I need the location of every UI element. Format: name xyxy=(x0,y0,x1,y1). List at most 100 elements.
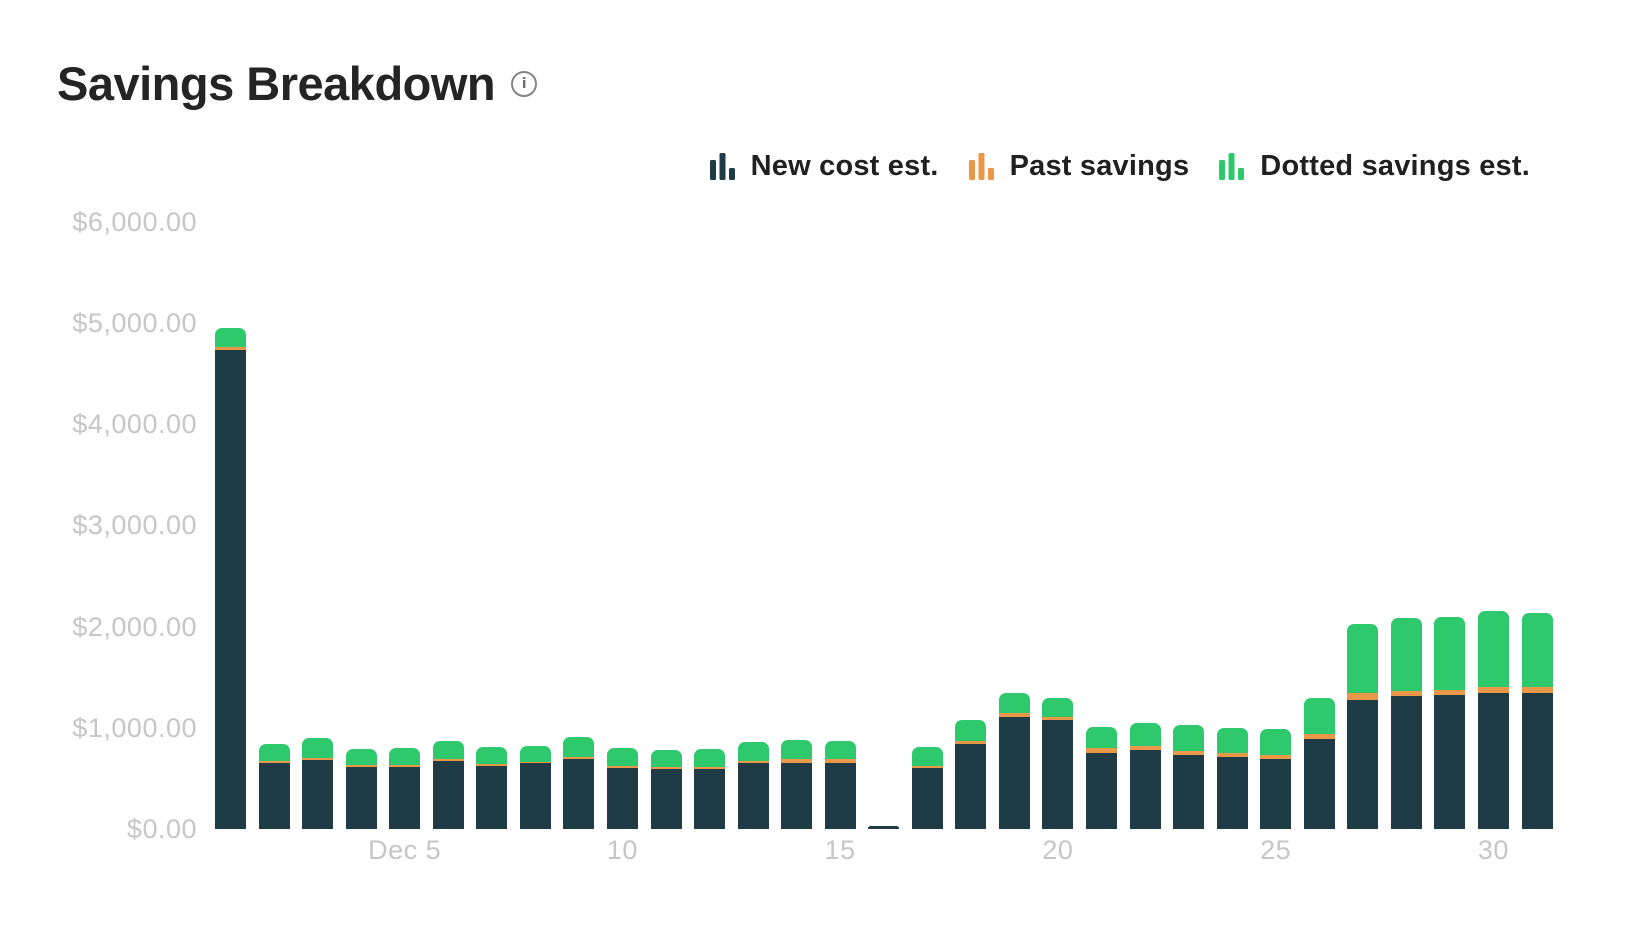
segment-new-cost-est xyxy=(1390,695,1422,829)
segment-dotted-savings-est xyxy=(911,747,943,766)
segment-dotted-savings-est xyxy=(476,747,508,765)
y-axis-label: $1,000.00 xyxy=(72,712,197,743)
segment-dotted-savings-est xyxy=(694,749,726,767)
mini-bar-chart-icon xyxy=(968,153,994,180)
segment-dotted-savings-est xyxy=(519,746,551,762)
bar-dec-15[interactable] xyxy=(824,740,856,829)
bar-dec-22[interactable] xyxy=(1129,723,1161,829)
bar-dec-25[interactable] xyxy=(1260,728,1292,829)
bar-dec-27[interactable] xyxy=(1347,624,1379,829)
segment-dotted-savings-est xyxy=(650,750,682,767)
segment-new-cost-est xyxy=(606,768,638,829)
chart-header: Savings Breakdown i xyxy=(57,54,538,114)
segment-dotted-savings-est xyxy=(215,328,246,348)
segment-dotted-savings-est xyxy=(1390,618,1422,691)
bar-dec-7[interactable] xyxy=(476,747,508,829)
info-icon[interactable]: i xyxy=(511,71,538,97)
chart-legend: New cost est. Past savings Dotted saving… xyxy=(709,150,1530,183)
bar-dec-20[interactable] xyxy=(1042,697,1074,829)
bar-dec-23[interactable] xyxy=(1173,724,1205,829)
segment-new-cost-est xyxy=(1521,692,1553,829)
segment-new-cost-est xyxy=(1129,750,1161,829)
segment-dotted-savings-est xyxy=(1303,697,1335,735)
bar-dec-6[interactable] xyxy=(432,740,464,829)
segment-past-savings xyxy=(1434,689,1466,695)
segment-past-savings xyxy=(1173,751,1205,756)
segment-past-savings xyxy=(432,759,464,762)
legend-label: New cost est. xyxy=(750,150,939,182)
legend-item-new-cost-est[interactable]: New cost est. xyxy=(709,150,939,183)
segment-past-savings xyxy=(998,713,1030,718)
segment-past-savings xyxy=(302,758,334,761)
segment-new-cost-est xyxy=(1260,759,1292,829)
legend-item-past-savings[interactable]: Past savings xyxy=(968,150,1190,183)
segment-dotted-savings-est xyxy=(737,742,769,761)
segment-past-savings xyxy=(955,741,987,744)
bar-dec-8[interactable] xyxy=(519,746,551,829)
segment-new-cost-est xyxy=(563,759,595,829)
segment-new-cost-est xyxy=(824,763,856,829)
segment-new-cost-est xyxy=(694,768,726,829)
bar-dec-11[interactable] xyxy=(650,750,682,829)
bar-dec-13[interactable] xyxy=(737,742,769,829)
bar-dec-26[interactable] xyxy=(1303,697,1335,829)
segment-dotted-savings-est xyxy=(1347,624,1379,694)
segment-past-savings xyxy=(606,766,638,769)
x-axis-label: 20 xyxy=(1042,835,1074,865)
bar-dec-3[interactable] xyxy=(302,737,334,829)
segment-new-cost-est xyxy=(1216,757,1248,829)
segment-new-cost-est xyxy=(345,767,377,829)
bar-dec-29[interactable] xyxy=(1434,617,1466,829)
bar-dec-9[interactable] xyxy=(563,736,595,829)
bar-dec-2[interactable] xyxy=(258,744,290,829)
legend-label: Dotted savings est. xyxy=(1260,150,1530,182)
x-axis-label: 15 xyxy=(824,835,856,865)
segment-past-savings xyxy=(650,766,682,769)
segment-past-savings xyxy=(1303,734,1335,739)
segment-past-savings xyxy=(389,764,421,767)
bar-dec-31[interactable] xyxy=(1521,612,1553,829)
segment-dotted-savings-est xyxy=(302,737,334,759)
segment-past-savings xyxy=(258,761,290,764)
segment-new-cost-est xyxy=(868,825,900,829)
legend-label: Past savings xyxy=(1009,150,1190,182)
segment-new-cost-est xyxy=(389,766,421,829)
bar-dec-17[interactable] xyxy=(911,747,943,829)
legend-item-dotted-savings-est[interactable]: Dotted savings est. xyxy=(1219,150,1530,183)
segment-dotted-savings-est xyxy=(1434,617,1466,690)
segment-dotted-savings-est xyxy=(998,692,1030,714)
bar-dec-18[interactable] xyxy=(955,719,987,829)
bar-dec-30[interactable] xyxy=(1477,610,1509,829)
segment-past-savings xyxy=(215,347,246,351)
segment-past-savings xyxy=(1216,752,1248,758)
segment-past-savings xyxy=(1260,754,1292,760)
bar-dec-10[interactable] xyxy=(606,748,638,829)
segment-new-cost-est xyxy=(1477,692,1509,829)
bar-dec-16[interactable] xyxy=(868,825,900,829)
bar-dec-1[interactable] xyxy=(215,328,246,829)
segment-new-cost-est xyxy=(1303,738,1335,829)
segment-dotted-savings-est xyxy=(563,736,595,758)
segment-dotted-savings-est xyxy=(606,748,638,767)
segment-new-cost-est xyxy=(1434,694,1466,829)
segment-new-cost-est xyxy=(781,763,813,829)
segment-past-savings xyxy=(1347,693,1379,700)
bar-dec-4[interactable] xyxy=(345,749,377,829)
segment-past-savings xyxy=(694,766,726,769)
segment-new-cost-est xyxy=(215,350,246,829)
bar-dec-14[interactable] xyxy=(781,739,813,829)
bar-dec-24[interactable] xyxy=(1216,727,1248,829)
y-axis-label: $2,000.00 xyxy=(72,611,197,642)
bar-dec-21[interactable] xyxy=(1086,726,1117,829)
bar-dec-19[interactable] xyxy=(998,692,1030,829)
bar-dec-5[interactable] xyxy=(389,748,421,829)
segment-past-savings xyxy=(781,759,813,764)
bar-dec-12[interactable] xyxy=(694,749,726,829)
segment-dotted-savings-est xyxy=(258,744,290,762)
segment-past-savings xyxy=(1521,686,1553,693)
y-axis-label: $4,000.00 xyxy=(72,409,197,440)
bar-dec-28[interactable] xyxy=(1390,618,1422,829)
segment-new-cost-est xyxy=(998,717,1030,829)
